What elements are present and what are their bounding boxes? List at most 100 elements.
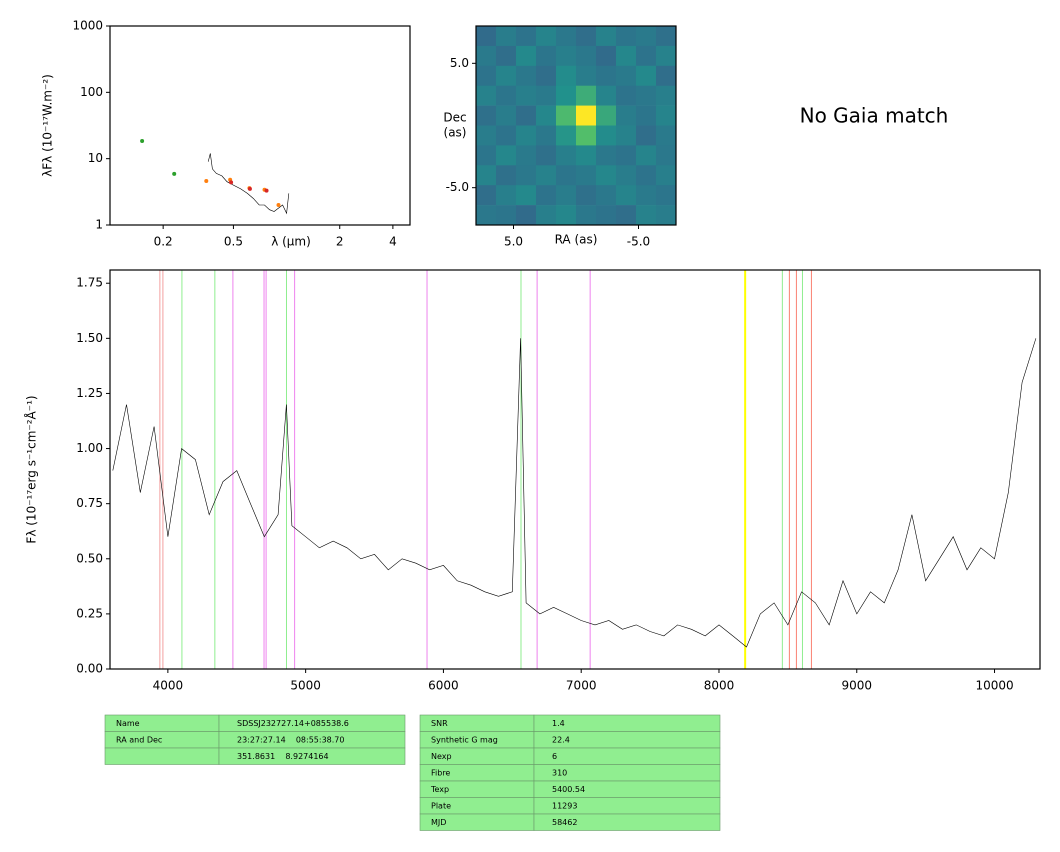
pixel: [496, 205, 517, 226]
y-tick-label: 1000: [72, 19, 103, 33]
pixel: [496, 145, 517, 166]
table-text: 1.4: [552, 719, 565, 728]
pixel: [496, 185, 517, 206]
pixel: [476, 105, 497, 126]
x-tick-label: 5000: [290, 679, 321, 693]
table-text: Nexp: [431, 752, 452, 761]
pixel: [556, 85, 577, 106]
plot-area: [112, 338, 1037, 648]
table-text: Name: [116, 719, 140, 728]
table-text: SDSSJ232727.14+085538.6: [237, 719, 349, 728]
y-tick-label: 0.75: [76, 496, 103, 510]
table-cell: [218, 747, 406, 765]
pixel: [616, 26, 637, 47]
pixel: [596, 145, 617, 166]
pixel: [516, 26, 537, 47]
pixel: [616, 145, 637, 166]
y-tick-label: 10: [88, 151, 103, 165]
pixel: [496, 125, 517, 146]
pixel: [596, 65, 617, 86]
pixel: [476, 205, 497, 226]
table-text: 58462: [552, 818, 577, 827]
pixel: [516, 165, 537, 186]
pixel: [656, 205, 677, 226]
x-tick-label: 4: [389, 235, 397, 249]
x-tick-label: 5.0: [504, 235, 523, 249]
pixel: [636, 185, 657, 206]
pixel: [536, 85, 557, 106]
table-text: Texp: [430, 785, 449, 794]
pixel: [576, 185, 597, 206]
pixel: [516, 205, 537, 226]
pixel: [576, 145, 597, 166]
pixel: [616, 65, 637, 86]
pixel: [556, 145, 577, 166]
y-tick-label: 5.0: [450, 56, 469, 70]
pixel: [616, 85, 637, 106]
pixel: [656, 185, 677, 206]
pixel: [516, 45, 537, 67]
x-tick-label: 10000: [975, 679, 1013, 693]
pixel: [596, 85, 617, 106]
pixel: [556, 125, 577, 146]
pixel: [636, 125, 657, 146]
pixel: [556, 205, 577, 226]
pixel: [536, 185, 557, 206]
table-text: 23:27:27.14 08:55:38.70: [237, 735, 344, 744]
y-axis-label: Fλ (10⁻¹⁷erg s⁻¹cm⁻²Å⁻¹): [24, 395, 39, 543]
pixel: [496, 45, 517, 67]
table-text: 6: [552, 752, 557, 761]
pixel: [476, 65, 497, 86]
table-text: Plate: [431, 801, 451, 810]
pixel: [516, 105, 537, 126]
table-text: Synthetic G mag: [431, 735, 498, 744]
point: [229, 180, 234, 185]
y-tick-label: 100: [80, 85, 103, 99]
pixel: [476, 45, 497, 67]
pixel: [656, 145, 677, 166]
data-line: [112, 338, 1037, 648]
pixel: [496, 105, 517, 126]
y-tick-label: 0.00: [76, 662, 103, 676]
pixel: [536, 165, 557, 186]
pixel: [576, 85, 597, 106]
pixel: [616, 185, 637, 206]
pixel: [636, 165, 657, 186]
y-tick-label: 1.00: [76, 441, 103, 455]
pixel: [516, 65, 537, 86]
y-tick-label: 1.50: [76, 331, 103, 345]
pixel: [656, 125, 677, 146]
point: [140, 138, 145, 143]
point: [276, 203, 281, 208]
pixel: [536, 105, 557, 126]
pixel: [576, 65, 597, 86]
pixel: [616, 105, 637, 126]
pixel: [536, 65, 557, 86]
pixel: [536, 125, 557, 146]
x-tick-label: 6000: [428, 679, 459, 693]
pixel: [616, 125, 637, 146]
axes-frame: [475, 25, 677, 226]
data-line: [207, 153, 290, 215]
pixel: [636, 65, 657, 86]
table-text: 11293: [552, 801, 577, 810]
pixel: [576, 26, 597, 47]
x-axis-label: λ (μm): [271, 235, 311, 249]
pixel: [536, 45, 557, 67]
y-axis-label-line: Dec: [443, 110, 466, 124]
pixel: [576, 205, 597, 226]
table-text: MJD: [431, 818, 446, 827]
pixel: [556, 105, 577, 126]
pixel: [656, 165, 677, 186]
pixel: [496, 85, 517, 106]
pixel: [516, 145, 537, 166]
pixel: [656, 85, 677, 106]
x-tick-label: 8000: [704, 679, 735, 693]
pixel: [536, 145, 557, 166]
pixel: [476, 185, 497, 206]
x-tick-label: 0.2: [154, 235, 173, 249]
y-axis-label: Dec (as): [443, 110, 466, 139]
pixel: [596, 205, 617, 226]
y-tick-label: 0.25: [76, 606, 103, 620]
